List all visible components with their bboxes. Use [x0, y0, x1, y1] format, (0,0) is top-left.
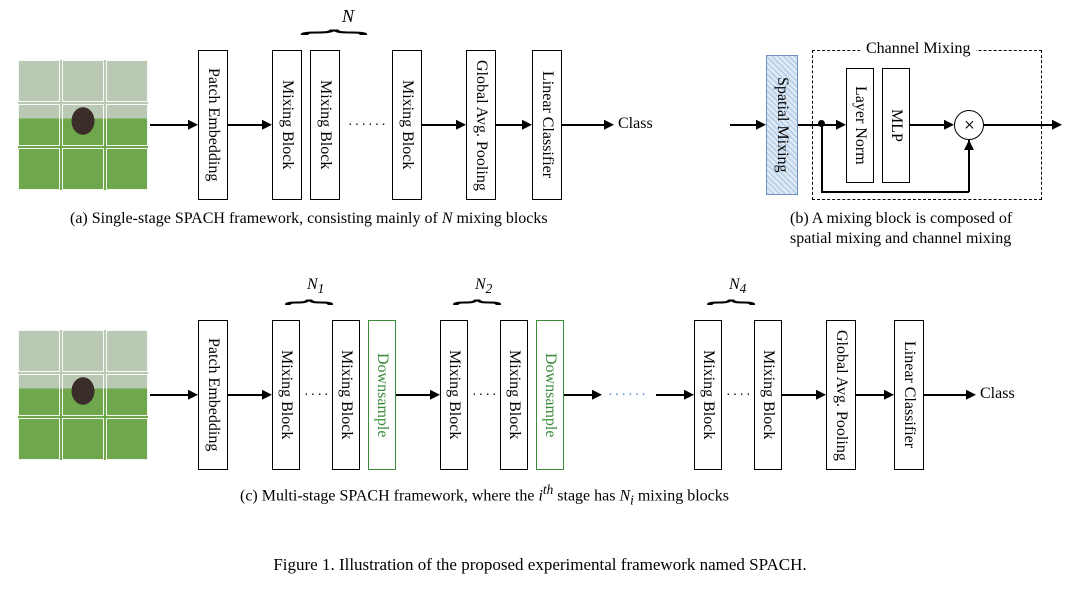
mlp-block: MLP — [882, 68, 910, 183]
arrow — [150, 124, 190, 126]
block-label: Mixing Block — [445, 350, 463, 439]
arrow-head-icon — [684, 390, 694, 400]
n2-label: N2 — [475, 276, 492, 297]
arrow — [228, 394, 264, 396]
arrow — [782, 394, 818, 396]
mixing-block-a2: Mixing Block — [310, 50, 340, 200]
arrow-head-icon — [188, 120, 198, 130]
mixing-block-c-s2a: Mixing Block — [440, 320, 468, 470]
n-label-a: N — [342, 6, 354, 27]
arrow-head-icon — [592, 390, 602, 400]
block-label: Spatial Mixing — [773, 77, 791, 173]
arrow — [228, 124, 264, 126]
mixing-block-c-s1a: Mixing Block — [272, 320, 300, 470]
patch-embedding-block-c: Patch Embedding — [198, 320, 228, 470]
block-label: Global Avg. Pooling — [832, 330, 850, 461]
ellipsis-c4: ···· — [726, 388, 753, 404]
block-label: Patch Embedding — [204, 68, 222, 181]
mixing-block-c-s1b: Mixing Block — [332, 320, 360, 470]
ellipsis-blue: ······ — [608, 388, 648, 404]
block-label: Mixing Block — [398, 80, 416, 169]
block-label: Linear Classifier — [538, 71, 556, 178]
block-label: Mixing Block — [316, 80, 334, 169]
arrow-head-icon — [944, 120, 954, 130]
linear-classifier-block-c: Linear Classifier — [894, 320, 924, 470]
arrow — [496, 124, 524, 126]
arrow-head-icon — [966, 390, 976, 400]
arrow — [562, 124, 606, 126]
arrow-head-icon — [262, 390, 272, 400]
patch-embedding-block-a: Patch Embedding — [198, 50, 228, 200]
figure-caption: Figure 1. Illustration of the proposed e… — [0, 555, 1080, 575]
arrow — [422, 124, 458, 126]
mixing-block-a3: Mixing Block — [392, 50, 422, 200]
mixing-block-a1: Mixing Block — [272, 50, 302, 200]
ellipsis-a: ······ — [348, 118, 388, 134]
arrow — [396, 394, 432, 396]
mixing-block-c-s4b: Mixing Block — [754, 320, 782, 470]
class-label-c: Class — [980, 385, 1015, 403]
caption-a: (a) Single-stage SPACH framework, consis… — [70, 210, 548, 228]
ellipsis-c2: ···· — [472, 388, 499, 404]
block-label: Mixing Block — [337, 350, 355, 439]
arrow — [910, 124, 946, 126]
arrow — [656, 394, 686, 396]
block-label: Downsample — [541, 353, 559, 437]
arrow-head-icon — [756, 120, 766, 130]
block-label: Layer Norm — [851, 86, 869, 165]
gap-block-a: Global Avg. Pooling — [466, 50, 496, 200]
n4-label: N4 — [729, 276, 746, 297]
ellipsis-c1: ···· — [304, 388, 331, 404]
arrow — [984, 124, 1054, 126]
block-label: Mixing Block — [277, 350, 295, 439]
channel-mixing-label: Channel Mixing — [860, 40, 976, 58]
mixing-block-c-s2b: Mixing Block — [500, 320, 528, 470]
caption-b-line1: (b) A mixing block is composed of — [790, 210, 1012, 228]
block-label: Mixing Block — [759, 350, 777, 439]
block-label: Patch Embedding — [204, 338, 222, 451]
downsample-block-c1: Downsample — [368, 320, 396, 470]
downsample-block-c2: Downsample — [536, 320, 564, 470]
skip-arrow-head-icon — [964, 140, 974, 150]
arrow-head-icon — [816, 390, 826, 400]
block-label: Mixing Block — [278, 80, 296, 169]
block-label: Mixing Block — [505, 350, 523, 439]
arrow-head-icon — [430, 390, 440, 400]
layer-norm-block: Layer Norm — [846, 68, 874, 183]
arrow-head-icon — [262, 120, 272, 130]
linear-classifier-block-a: Linear Classifier — [532, 50, 562, 200]
caption-c: (c) Multi-stage SPACH framework, where t… — [240, 482, 729, 509]
spatial-mixing-block: Spatial Mixing — [766, 55, 798, 195]
class-label-a: Class — [618, 115, 653, 133]
block-label: Mixing Block — [699, 350, 717, 439]
skip-line-v1 — [821, 124, 823, 192]
arrow — [730, 124, 758, 126]
caption-b-line2: spatial mixing and channel mixing — [790, 230, 1011, 248]
mixing-block-c-s4a: Mixing Block — [694, 320, 722, 470]
block-label: MLP — [887, 109, 905, 142]
arrow-head-icon — [884, 390, 894, 400]
arrow — [564, 394, 594, 396]
arrow-head-icon — [604, 120, 614, 130]
arrow-head-icon — [836, 120, 846, 130]
arrow — [924, 394, 968, 396]
arrow-head-icon — [1052, 120, 1062, 130]
arrow — [856, 394, 886, 396]
skip-line-h — [821, 191, 969, 193]
block-label: Downsample — [373, 353, 391, 437]
block-label: Linear Classifier — [900, 341, 918, 448]
arrow-head-icon — [456, 120, 466, 130]
arrow — [150, 394, 190, 396]
add-op-icon: + — [954, 110, 984, 140]
block-label: Global Avg. Pooling — [472, 60, 490, 191]
op-symbol: + — [955, 111, 982, 138]
input-image-c — [18, 330, 148, 460]
input-image-a — [18, 60, 148, 190]
gap-block-c: Global Avg. Pooling — [826, 320, 856, 470]
arrow-head-icon — [188, 390, 198, 400]
arrow-head-icon — [522, 120, 532, 130]
n1-label: N1 — [307, 276, 324, 297]
